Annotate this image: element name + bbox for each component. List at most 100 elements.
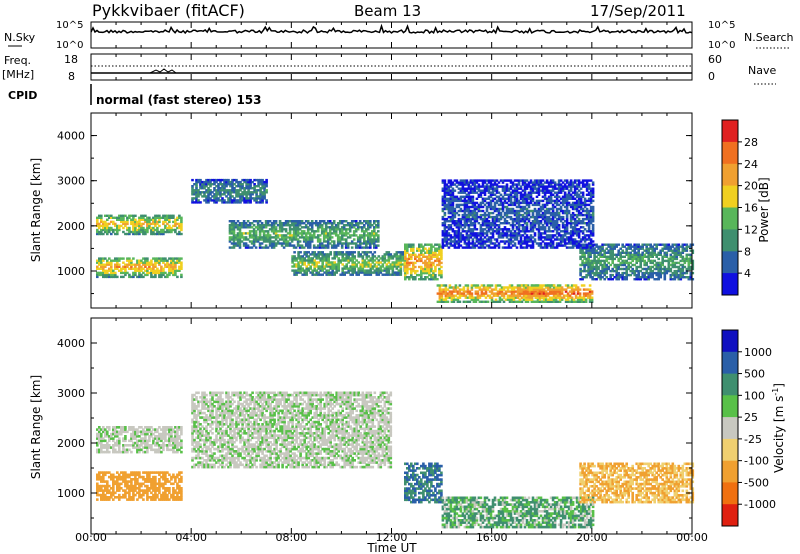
- heatmap-cell: [681, 271, 685, 275]
- heatmap-cell: [665, 267, 669, 271]
- heatmap-cell: [605, 247, 608, 250]
- heatmap-cell: [162, 216, 165, 219]
- heatmap-cell: [603, 271, 606, 275]
- heatmap-cell: [443, 217, 447, 221]
- heatmap-cell: [342, 242, 346, 245]
- heatmap-cell: [336, 222, 340, 225]
- heatmap-cell: [234, 222, 238, 225]
- heatmap-cell: [229, 183, 232, 186]
- heatmap-cell: [515, 234, 519, 237]
- heatmap-cell: [467, 191, 471, 194]
- heatmap-cell: [570, 300, 574, 303]
- heatmap-cell: [377, 271, 381, 274]
- heatmap-cell: [529, 236, 533, 239]
- heatmap-cell: [176, 261, 179, 264]
- heatmap-cell: [673, 269, 677, 273]
- heatmap-cell: [315, 273, 318, 276]
- heatmap-cell: [191, 185, 194, 188]
- heatmap-cell: [96, 222, 99, 226]
- heatmap-cell: [306, 242, 310, 245]
- heatmap-cell: [303, 271, 306, 274]
- heatmap-cell: [469, 189, 473, 192]
- heatmap-cell: [255, 193, 258, 196]
- heatmap-cell: [546, 298, 550, 301]
- heatmap-cell: [193, 201, 196, 204]
- heatmap-cell: [615, 273, 618, 277]
- heatmap-cell: [290, 236, 294, 239]
- heatmap-cell: [96, 267, 99, 270]
- heatmap-cell: [245, 199, 248, 202]
- heatmap-cell: [513, 191, 517, 194]
- heatmap-cell: [114, 273, 117, 277]
- heatmap-cell: [164, 271, 167, 275]
- heatmap-cell: [554, 294, 558, 297]
- heatmap-cell: [152, 226, 155, 230]
- heatmap-cell: [138, 273, 141, 277]
- heatmap-cell: [406, 267, 409, 271]
- heatmap-cell: [207, 199, 210, 202]
- heatmap-cell: [558, 296, 562, 299]
- heatmap-cell: [574, 284, 578, 287]
- heatmap-cell: [230, 220, 234, 223]
- heatmap-cell: [158, 271, 161, 275]
- heatmap-cell: [256, 228, 260, 231]
- heatmap-cell: [471, 197, 475, 200]
- heatmap-cell: [369, 238, 372, 241]
- heatmap-cell: [615, 278, 618, 281]
- heatmap-cell: [463, 215, 467, 219]
- heatmap-cell: [536, 300, 540, 303]
- heatmap-cell: [527, 238, 531, 241]
- heatmap-cell: [304, 238, 308, 241]
- heatmap-cell: [463, 195, 467, 198]
- heatmap-cell: [499, 228, 503, 231]
- heatmap-cell: [232, 234, 236, 237]
- heatmap-cell: [348, 234, 352, 237]
- heatmap-cell: [321, 255, 324, 258]
- heatmap-cell: [315, 269, 318, 272]
- heatmap-cell: [262, 240, 266, 243]
- heatmap-cell: [320, 224, 324, 227]
- heatmap-cell: [633, 249, 636, 252]
- heatmap-cell: [519, 230, 523, 233]
- heatmap-cell: [445, 187, 449, 190]
- heatmap-cell: [499, 179, 503, 182]
- heatmap-cell: [463, 201, 467, 205]
- heatmap-cell: [341, 273, 344, 276]
- heatmap-cell: [451, 187, 455, 190]
- heatmap-cell: [485, 238, 489, 241]
- heatmap-cell: [199, 185, 202, 188]
- heatmap-cell: [246, 220, 250, 223]
- heatmap-cell: [493, 187, 497, 190]
- heatmap-cell: [345, 263, 348, 266]
- heatmap-cell: [491, 232, 495, 235]
- heatmap-cell: [485, 230, 489, 233]
- heatmap-cell: [295, 259, 298, 262]
- heatmap-cell: [239, 183, 242, 186]
- heatmap-cell: [689, 267, 693, 271]
- heatmap-cell: [284, 220, 288, 223]
- heatmap-cell: [597, 247, 600, 250]
- heatmap-cell: [521, 205, 525, 209]
- heatmap-cell: [261, 191, 264, 194]
- heatmap-cell: [483, 246, 487, 249]
- heatmap-cell: [683, 243, 687, 246]
- heatmap-cell: [461, 195, 465, 198]
- heatmap-cell: [154, 232, 157, 236]
- heatmap-cell: [291, 265, 294, 268]
- heatmap-cell: [363, 251, 367, 254]
- heatmap-cell: [456, 298, 460, 301]
- heatmap-cell: [118, 226, 121, 230]
- heatmap-cell: [412, 263, 415, 267]
- heatmap-cell: [544, 286, 548, 289]
- heatmap-cell: [321, 259, 324, 262]
- heatmap-cell: [513, 183, 517, 186]
- heatmap-cell: [497, 224, 501, 227]
- heatmap-cell: [319, 251, 322, 254]
- heatmap-cell: [375, 226, 378, 229]
- heatmap-cell: [556, 290, 560, 293]
- heatmap-cell: [521, 240, 525, 243]
- heatmap-cell: [475, 205, 479, 209]
- heatmap-cell: [499, 203, 503, 207]
- heatmap-cell: [108, 267, 111, 270]
- heatmap-cell: [589, 259, 592, 263]
